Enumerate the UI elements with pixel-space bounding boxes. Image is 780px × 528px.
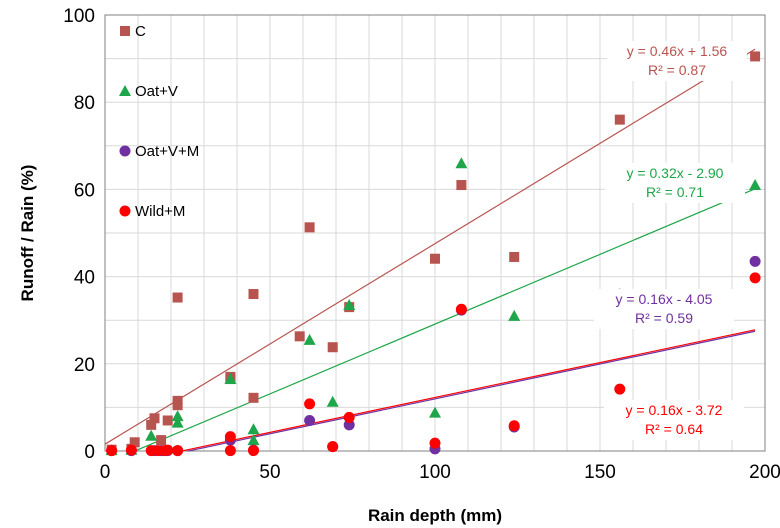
y-tick-label: 80 <box>74 93 95 114</box>
series-points <box>106 272 761 457</box>
trendline <box>134 188 756 452</box>
legend-marker <box>119 85 131 96</box>
trendline-r2: R² = 0.87 <box>648 62 706 78</box>
legend-label: Wild+M <box>135 203 185 220</box>
data-point <box>171 416 184 428</box>
data-point <box>162 415 173 426</box>
data-point <box>146 419 157 430</box>
trendline <box>180 329 756 452</box>
y-tick-label: 20 <box>74 355 95 376</box>
data-point <box>129 437 140 448</box>
legend-label: Oat+V <box>135 83 178 100</box>
trendline-r2: R² = 0.59 <box>635 310 693 326</box>
data-point <box>304 414 316 426</box>
data-point <box>248 392 259 403</box>
data-point <box>749 255 761 267</box>
x-tick-label: 200 <box>749 462 780 483</box>
equation-box <box>607 41 747 81</box>
data-point <box>106 445 118 457</box>
data-point <box>327 342 338 353</box>
data-point <box>455 303 467 315</box>
data-point <box>172 400 183 411</box>
x-tick-label: 150 <box>584 462 616 483</box>
data-point <box>749 179 762 191</box>
data-point <box>224 373 237 385</box>
x-axis-title: Rain depth (mm) <box>368 506 502 525</box>
legend: C Oat+V Oat+V+M Wild+M <box>119 23 199 220</box>
data-point <box>614 114 625 125</box>
legend-item: Oat+V+M <box>119 143 199 160</box>
trendline-r2: R² = 0.64 <box>645 421 703 437</box>
trendline-equation: y = 0.16x - 3.72 <box>626 402 723 418</box>
data-point <box>248 289 259 300</box>
data-point <box>327 441 339 453</box>
data-point <box>750 51 761 62</box>
y-tick-label: 60 <box>74 180 95 201</box>
trendline-r2: R² = 0.71 <box>646 184 704 200</box>
data-points <box>105 51 762 457</box>
data-point <box>429 406 441 418</box>
data-point <box>304 398 316 410</box>
data-point <box>294 331 305 342</box>
data-point <box>456 180 467 191</box>
legend-item: C <box>120 23 146 40</box>
data-point <box>508 309 521 321</box>
equation-box <box>604 400 744 440</box>
y-axis-title: Runoff / Rain (%) <box>18 165 37 302</box>
trendline-equation: y = 0.32x - 2.90 <box>627 165 724 181</box>
equation-box <box>605 163 745 203</box>
y-tick-label: 0 <box>84 442 95 463</box>
data-point <box>343 298 356 310</box>
x-tick-label: 50 <box>259 462 280 483</box>
trendline-equations: y = 0.46x + 1.56 R² = 0.87 y = 0.32x - 2.9… <box>594 41 747 440</box>
x-tick-labels: 0 50 100 150 200 <box>100 462 780 483</box>
data-point <box>326 395 339 407</box>
data-point <box>509 251 520 262</box>
data-point <box>614 383 626 395</box>
legend-marker <box>119 145 131 157</box>
data-point <box>145 429 158 441</box>
data-point <box>303 333 316 345</box>
legend-label: C <box>135 23 146 40</box>
data-point <box>455 157 468 169</box>
data-point <box>247 423 260 435</box>
data-point <box>508 420 520 432</box>
data-point <box>171 410 184 422</box>
legend-marker <box>120 26 130 36</box>
data-point <box>749 272 761 284</box>
trendline-equation: y = 0.16x - 4.05 <box>616 291 713 307</box>
data-point <box>162 444 174 456</box>
x-tick-label: 0 <box>100 462 111 483</box>
y-tick-label: 100 <box>63 6 95 27</box>
data-point <box>172 292 183 303</box>
data-point <box>172 445 184 457</box>
data-point <box>125 444 137 456</box>
trendline-equation: y = 0.46x + 1.56 <box>627 43 728 59</box>
data-point <box>149 413 160 424</box>
y-tick-labels: 0 20 40 60 80 100 <box>63 6 95 463</box>
data-point <box>224 431 236 443</box>
data-point <box>247 434 260 446</box>
trendlines <box>104 48 756 452</box>
legend-label: Oat+V+M <box>135 143 199 160</box>
data-point <box>248 445 259 457</box>
x-tick-label: 100 <box>419 462 451 483</box>
data-point <box>430 253 440 264</box>
data-point <box>304 222 315 233</box>
data-point <box>156 435 167 446</box>
data-point <box>343 411 355 423</box>
y-tick-label: 40 <box>74 268 95 289</box>
data-point <box>429 437 441 449</box>
legend-item: Wild+M <box>119 203 185 220</box>
legend-item: Oat+V <box>119 83 178 100</box>
legend-marker <box>119 205 131 217</box>
data-point <box>224 445 236 457</box>
series-points <box>106 51 761 455</box>
equation-box <box>594 289 734 329</box>
trendline <box>104 48 756 445</box>
trendline <box>187 330 756 452</box>
